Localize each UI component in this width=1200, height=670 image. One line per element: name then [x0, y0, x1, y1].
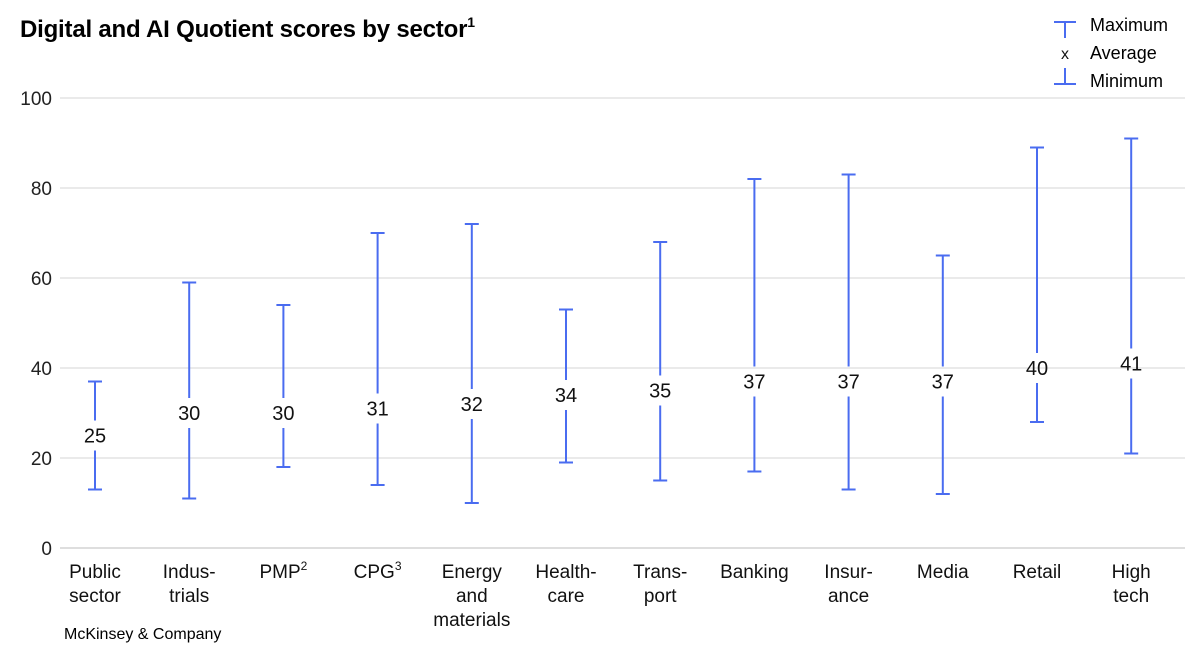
average-value-label: 31 — [366, 399, 388, 421]
legend-label-maximum: Maximum — [1090, 15, 1169, 35]
average-value-label: 37 — [837, 372, 859, 394]
chart-title-footnote-marker: 1 — [467, 14, 475, 30]
x-category-label: CPG3 — [354, 559, 402, 583]
y-tick-label-60: 60 — [31, 269, 52, 290]
y-tick-label-100: 100 — [20, 89, 52, 110]
legend-item-average: x Average — [1044, 40, 1194, 68]
chart-title-text: Digital and AI Quotient scores by sector — [20, 16, 468, 43]
x-category-label: Public sector — [69, 562, 121, 607]
average-value-label: 32 — [461, 394, 483, 416]
x-category-label: Indus-trials — [163, 562, 216, 607]
y-tick-label-80: 80 — [31, 179, 52, 200]
average-value-label: 30 — [272, 403, 294, 425]
x-category-label: Energy and materials — [433, 562, 510, 631]
x-category-label: Banking — [720, 562, 789, 583]
x-category-label: PMP2 — [259, 559, 307, 583]
legend-item-maximum: Maximum — [1044, 12, 1194, 40]
average-value-label: 35 — [649, 381, 671, 403]
legend: Maximum x Average Minimum — [1044, 12, 1194, 96]
maximum-marker-icon — [1054, 21, 1076, 38]
x-category-label: High tech — [1112, 562, 1151, 607]
average-marker-icon: x — [1061, 46, 1069, 63]
average-value-label: 37 — [932, 372, 954, 394]
average-value-label: 40 — [1026, 358, 1048, 380]
y-tick-label-0: 0 — [41, 539, 52, 560]
legend-item-minimum: Minimum — [1044, 68, 1194, 96]
legend-label-minimum: Minimum — [1090, 71, 1164, 91]
x-category-label: Health-care — [535, 562, 596, 607]
average-value-label: 30 — [178, 403, 200, 425]
chart-title: Digital and AI Quotient scores by sector… — [20, 14, 475, 44]
average-value-label: 25 — [84, 426, 106, 448]
footer-source: McKinsey & Company — [64, 626, 222, 643]
x-category-label: Trans-port — [633, 562, 687, 607]
x-category-label: Media — [917, 562, 969, 583]
minimum-marker-icon — [1054, 68, 1076, 85]
x-category-label: Insur-ance — [824, 562, 873, 607]
legend-label-average: Average — [1090, 43, 1157, 63]
average-value-label: 34 — [555, 385, 577, 407]
y-tick-label-20: 20 — [31, 449, 52, 470]
average-value-label: 37 — [743, 372, 765, 394]
x-category-label: Retail — [1013, 562, 1062, 583]
svg-text:x: x — [1061, 46, 1069, 63]
average-value-label: 41 — [1120, 354, 1142, 376]
y-tick-label-40: 40 — [31, 359, 52, 380]
